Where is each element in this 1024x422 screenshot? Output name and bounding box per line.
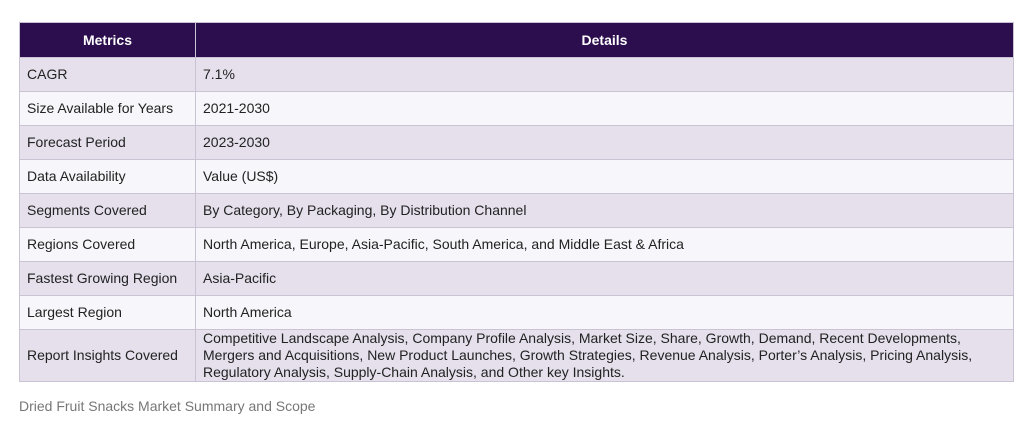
table-row: Largest Region North America [19, 295, 1014, 330]
detail-cell: North America, Europe, Asia-Pacific, Sou… [195, 227, 1014, 262]
metric-cell: Data Availability [19, 159, 196, 194]
header-row: Metrics Details [19, 22, 1014, 58]
detail-cell: Value (US$) [195, 159, 1014, 194]
detail-cell: Asia-Pacific [195, 261, 1014, 296]
table-row: CAGR 7.1% [19, 57, 1014, 92]
table-wrap: Metrics Details CAGR 7.1% Size Available f… [19, 22, 1014, 382]
detail-cell: 2023-2030 [195, 125, 1014, 160]
metric-cell: Largest Region [19, 295, 196, 330]
metric-cell: Forecast Period [19, 125, 196, 160]
table-row: Regions Covered North America, Europe, As… [19, 227, 1014, 262]
metric-cell: Regions Covered [19, 227, 196, 262]
metric-cell: CAGR [19, 57, 196, 92]
header-cell: Metrics [19, 22, 196, 58]
detail-cell: 2021-2030 [195, 91, 1014, 126]
metric-cell: Size Available for Years [19, 91, 196, 126]
detail-cell: 7.1% [195, 57, 1014, 92]
table-row: Data Availability Value (US$) [19, 159, 1014, 194]
metric-cell: Segments Covered [19, 193, 196, 228]
table-row: Forecast Period 2023-2030 [19, 125, 1014, 160]
metric-cell: Report Insights Covered [19, 329, 196, 382]
table-row: Segments Covered By Category, By Packagin… [19, 193, 1014, 228]
table-body: CAGR 7.1% Size Available for Years 2021-203… [19, 57, 1014, 382]
header-cell: Details [195, 22, 1014, 58]
summary-table: Metrics Details CAGR 7.1% Size Available f… [19, 22, 1014, 382]
detail-cell: Competitive Landscape Analysis, Company … [195, 329, 1014, 382]
table-row: Fastest Growing Region Asia-Pacific [19, 261, 1014, 296]
table-row: Size Available for Years 2021-2030 [19, 91, 1014, 126]
caption: Dried Fruit Snacks Market Summary and Sc… [19, 398, 316, 414]
table-row: Report Insights Covered Competitive Lands… [19, 329, 1014, 382]
detail-cell: By Category, By Packaging, By Distributi… [195, 193, 1014, 228]
metric-cell: Fastest Growing Region [19, 261, 196, 296]
detail-cell: North America [195, 295, 1014, 330]
